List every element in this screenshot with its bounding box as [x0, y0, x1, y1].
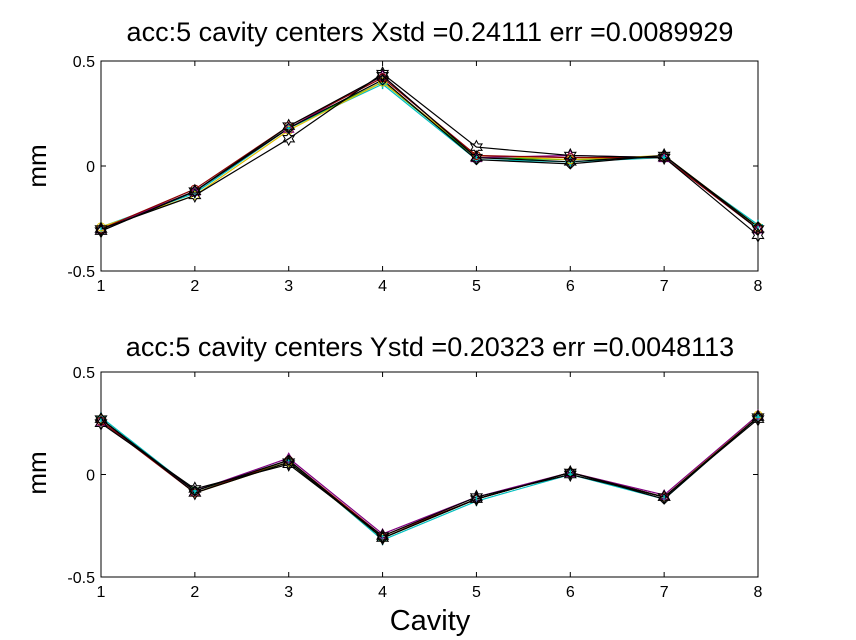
data-point	[94, 221, 108, 237]
chart-title: acc:5 cavity centers Xstd =0.24111 err =…	[127, 17, 734, 47]
plot-frame	[100, 60, 759, 272]
plot-marks	[94, 66, 765, 243]
series-line	[100, 416, 759, 539]
series-line	[100, 74, 759, 232]
data-point	[751, 221, 765, 237]
x-tick-label: 2	[190, 278, 199, 295]
data-point	[658, 488, 670, 500]
data-point	[469, 150, 483, 166]
data-point	[95, 413, 107, 425]
data-point	[657, 489, 671, 505]
x-tick-label: 3	[284, 278, 293, 295]
data-point	[564, 466, 576, 479]
x-tick-label: 5	[472, 584, 481, 601]
data-point	[751, 409, 765, 425]
x-tick-label: 6	[566, 584, 575, 601]
series-line	[100, 83, 759, 228]
series-line	[100, 416, 759, 541]
y-centers-plot: acc:5 cavity centers Ystd =0.20323 err =…	[22, 332, 765, 637]
data-point	[376, 68, 390, 84]
y-tick-label: 0.5	[73, 365, 95, 382]
plot-marks	[94, 409, 765, 546]
data-point	[188, 481, 202, 497]
plot-frame	[100, 371, 759, 578]
y-tick-label: 0	[86, 159, 95, 176]
data-point	[563, 464, 577, 481]
data-point	[94, 411, 108, 427]
series-line	[100, 414, 759, 539]
data-point	[188, 183, 202, 199]
data-point	[657, 150, 671, 166]
y-tick-label: 0.5	[73, 54, 95, 71]
data-point	[752, 221, 764, 233]
data-point	[282, 118, 296, 134]
x-tick-label: 7	[660, 584, 669, 601]
x-tick-label: 5	[472, 278, 481, 295]
data-point	[188, 485, 202, 501]
data-point	[94, 415, 108, 431]
x-tick-label: 6	[566, 278, 575, 295]
axis-ticks: 1 2 3 4 5 6 7 8 0.5 0 -0.5	[67, 365, 762, 601]
data-point	[188, 187, 202, 203]
data-point	[376, 74, 389, 86]
data-point	[658, 149, 670, 162]
data-point	[751, 411, 765, 427]
y-tick-label: -0.5	[67, 570, 95, 587]
data-point	[376, 527, 389, 539]
x-tick-label: 8	[754, 584, 763, 601]
x-tick-label: 1	[97, 278, 106, 295]
data-point	[563, 466, 577, 483]
series-line	[100, 416, 759, 539]
data-point	[469, 139, 483, 155]
data-point	[376, 66, 390, 82]
data-point	[282, 456, 296, 472]
axis-ticks: 1 2 3 4 5 6 7 8 0.5 0 -0.5	[67, 54, 762, 295]
data-point	[283, 454, 295, 466]
y-axis-label: mm	[22, 451, 52, 494]
x-tick-label: 2	[190, 584, 199, 601]
series-line	[100, 72, 759, 236]
data-point	[752, 411, 764, 423]
data-point	[469, 489, 483, 505]
data-point	[376, 530, 390, 546]
x-tick-label: 1	[97, 584, 106, 601]
data-point	[378, 77, 388, 87]
series-line	[100, 416, 759, 539]
x-axis-label: Cavity	[390, 605, 471, 637]
data-point	[376, 528, 390, 544]
data-point	[563, 154, 577, 170]
data-point	[469, 491, 483, 507]
x-tick-label: 4	[378, 584, 387, 601]
x-tick-label: 3	[284, 584, 293, 601]
x-tick-label: 7	[660, 278, 669, 295]
y-tick-label: 0	[86, 468, 95, 485]
data-point	[189, 185, 201, 197]
x-tick-label: 8	[754, 278, 763, 295]
x-centers-plot: acc:5 cavity centers Xstd =0.24111 err =…	[22, 17, 765, 295]
data-point	[189, 185, 201, 196]
data-point	[563, 147, 577, 164]
data-point	[657, 147, 671, 164]
data-point	[282, 131, 296, 147]
chart-title: acc:5 cavity centers Ystd =0.20323 err =…	[126, 332, 734, 362]
data-point	[282, 454, 296, 470]
data-point	[94, 223, 108, 239]
y-tick-label: -0.5	[67, 264, 95, 281]
x-tick-label: 4	[378, 278, 387, 295]
y-axis-label: mm	[22, 144, 52, 187]
